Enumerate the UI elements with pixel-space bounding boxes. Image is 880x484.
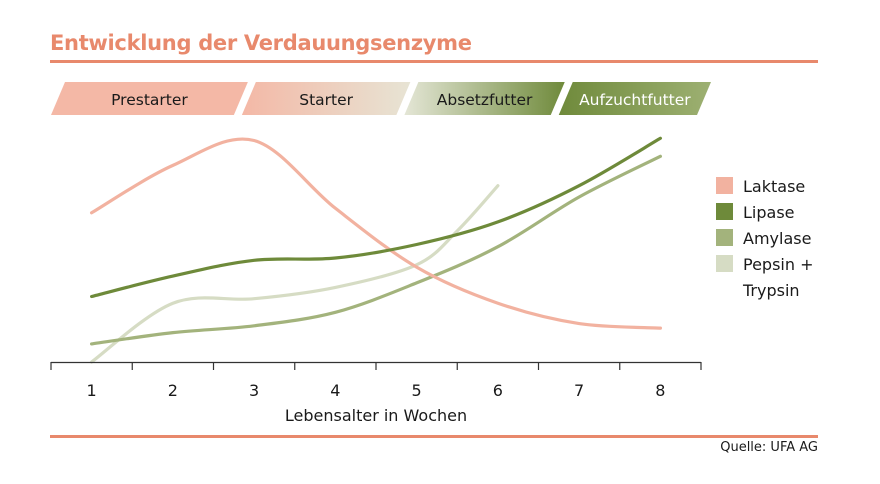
x-tick-label: 4 [330,381,340,400]
bottom-divider [50,435,818,438]
series-line-4 [90,184,500,364]
x-tick-label: 1 [87,381,97,400]
legend-swatch [716,203,733,220]
legend-swatch [716,229,733,246]
legend-swatch [716,255,733,272]
phase-label: Starter [299,91,353,109]
phase-1: Prestarter [51,82,248,115]
source-note: Quelle: UFA AG [720,440,818,455]
series-line-2 [90,136,662,299]
x-axis-title: Lebensalter in Wochen [285,406,467,425]
series-line-3 [90,154,662,346]
phase-band [558,82,711,115]
phase-4: Aufzuchtfutter [558,82,711,115]
chart-title: Entwicklung der Verdauungsenzyme [50,31,472,55]
x-tick-label: 3 [249,381,259,400]
legend-item: Amylase [716,229,811,248]
phase-label: Aufzuchtfutter [579,91,691,109]
phase-label: Prestarter [111,91,188,109]
legend-label: Laktase [743,177,805,196]
x-tick-label: 2 [168,381,178,400]
phase-band [241,82,411,115]
phase-band [51,82,248,115]
x-axis: 1 2 3 4 5 6 7 8 Lebensalter in Wochen [50,361,702,425]
series-lines [90,136,662,364]
legend-item: Pepsin + Trypsin [716,255,814,300]
phase-label: Absetzfutter [437,91,533,109]
x-tick-label: 6 [493,381,503,400]
x-tick-label: 5 [412,381,422,400]
top-divider [50,60,818,63]
legend-label: Pepsin + [743,255,814,274]
phase-bands: Prestarter Starter Absetzfutter Aufzuchtfut… [51,82,711,115]
legend-label: Lipase [743,203,795,222]
x-tick-label: 7 [574,381,584,400]
legend-item: Lipase [716,203,795,222]
series-line-1 [90,137,662,330]
x-tick-label: 8 [655,381,665,400]
phase-band [404,82,565,115]
legend-label: Amylase [743,229,811,248]
legend-label: Trypsin [742,281,800,300]
legend: Laktase Lipase Amylase Pepsin + Trypsin [716,177,814,300]
phase-3: Absetzfutter [404,82,565,115]
phase-2: Starter [241,82,411,115]
legend-item: Laktase [716,177,805,196]
legend-swatch [716,177,733,194]
